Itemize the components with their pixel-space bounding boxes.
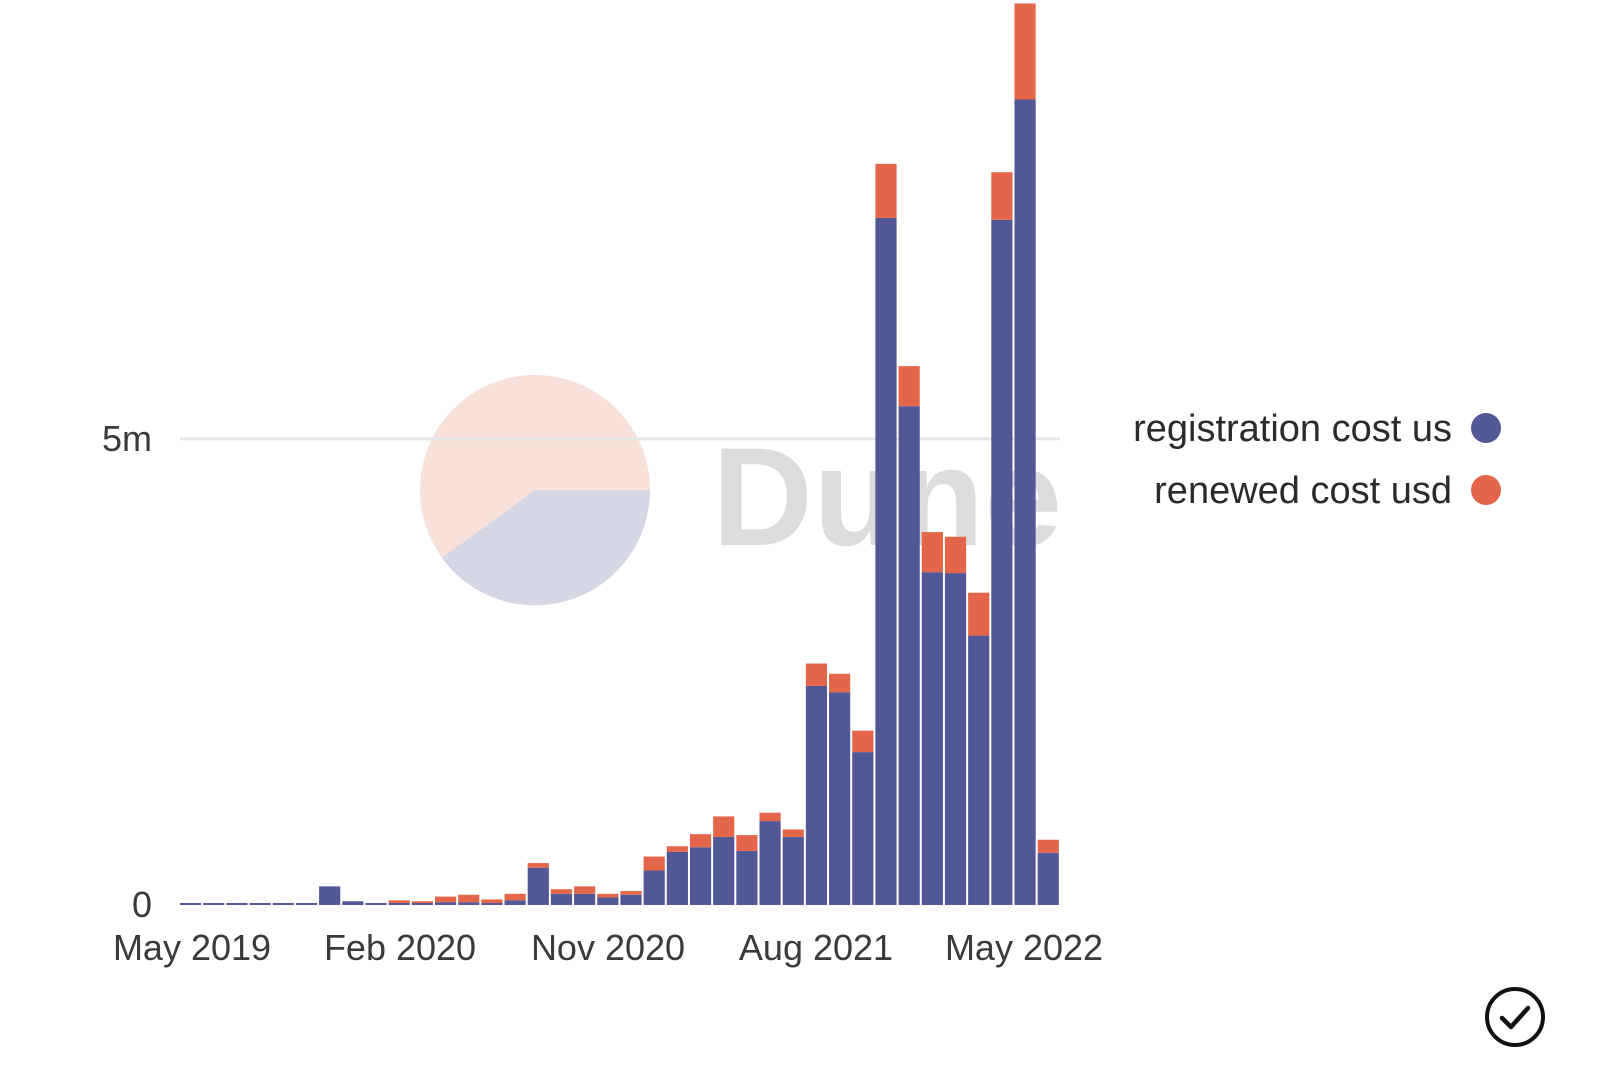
bar-registration-cost[interactable] [736, 850, 758, 905]
bar-registration-cost[interactable] [597, 897, 619, 905]
legend: registration cost us renewed cost usd [1133, 408, 1501, 512]
bar-registration-cost[interactable] [388, 903, 410, 905]
bar-registration-cost[interactable] [411, 903, 433, 905]
bar-registration-cost[interactable] [991, 219, 1013, 905]
bar-registration-cost[interactable] [249, 903, 271, 905]
y-tick-label: 5m [102, 418, 152, 459]
bar-renewed-cost[interactable] [944, 536, 967, 574]
bar-renewed-cost[interactable] [898, 366, 920, 407]
bar-registration-cost[interactable] [944, 573, 967, 905]
x-tick-label: Feb 2020 [324, 927, 476, 968]
bar-registration-cost[interactable] [434, 902, 457, 905]
watermark-pie-slice [442, 490, 651, 606]
bar-renewed-cost[interactable] [991, 172, 1013, 220]
bar-registration-cost[interactable] [713, 836, 735, 905]
bar-registration-cost[interactable] [180, 903, 202, 905]
bar-registration-cost[interactable] [272, 903, 294, 905]
x-tick-label: May 2019 [113, 927, 271, 968]
y-tick-label: 0 [132, 884, 152, 925]
bar-renewed-cost[interactable] [597, 893, 619, 898]
bar-registration-cost[interactable] [852, 752, 874, 905]
bar-renewed-cost[interactable] [968, 592, 990, 636]
bar-renewed-cost[interactable] [759, 812, 781, 822]
bar-renewed-cost[interactable] [527, 863, 549, 868]
bar-renewed-cost[interactable] [1037, 839, 1059, 853]
bar-registration-cost[interactable] [805, 685, 828, 905]
legend-marker[interactable] [1471, 475, 1501, 505]
bar-registration-cost[interactable] [527, 867, 549, 905]
bar-registration-cost[interactable] [203, 903, 225, 905]
bar-registration-cost[interactable] [689, 847, 712, 905]
bar-renewed-cost[interactable] [805, 663, 828, 686]
bar-registration-cost[interactable] [1037, 852, 1059, 905]
bars [180, 3, 1059, 905]
bar-renewed-cost[interactable] [481, 899, 503, 903]
bar-renewed-cost[interactable] [666, 846, 688, 852]
bar-registration-cost[interactable] [226, 903, 248, 905]
bar-renewed-cost[interactable] [574, 886, 596, 894]
bar-registration-cost[interactable] [574, 893, 596, 905]
bar-renewed-cost[interactable] [411, 901, 433, 903]
bar-registration-cost[interactable] [875, 217, 897, 905]
bar-registration-cost[interactable] [458, 902, 480, 905]
bar-renewed-cost[interactable] [388, 900, 410, 903]
bar-renewed-cost[interactable] [504, 893, 526, 901]
bar-renewed-cost[interactable] [550, 889, 573, 894]
x-tick-label: Nov 2020 [531, 927, 685, 968]
bar-renewed-cost[interactable] [713, 816, 735, 837]
bar-registration-cost[interactable] [342, 901, 364, 905]
bar-registration-cost[interactable] [898, 406, 920, 905]
bar-registration-cost[interactable] [295, 903, 318, 905]
bar-registration-cost[interactable] [620, 894, 642, 905]
bar-renewed-cost[interactable] [458, 894, 480, 903]
x-tick-label: May 2022 [945, 927, 1103, 968]
legend-marker[interactable] [1471, 413, 1501, 443]
bar-registration-cost[interactable] [319, 886, 341, 905]
bar-renewed-cost[interactable] [921, 532, 943, 573]
bar-registration-cost[interactable] [921, 572, 943, 905]
bar-renewed-cost[interactable] [643, 856, 665, 871]
bar-renewed-cost[interactable] [736, 835, 758, 851]
bar-registration-cost[interactable] [759, 821, 781, 905]
bar-registration-cost[interactable] [1014, 99, 1036, 906]
bar-registration-cost[interactable] [782, 836, 804, 905]
bar-renewed-cost[interactable] [1014, 3, 1036, 100]
legend-label: registration cost us [1133, 408, 1452, 450]
x-axis-ticks: May 2019 Feb 2020 Nov 2020 Aug 2021 May 2022 [113, 927, 1103, 968]
bar-registration-cost[interactable] [643, 870, 665, 905]
x-tick-label: Aug 2021 [739, 927, 893, 968]
check-circle-icon[interactable] [1485, 987, 1545, 1047]
y-axis-ticks: 0 5m [102, 418, 152, 925]
bar-registration-cost[interactable] [666, 851, 688, 905]
bar-renewed-cost[interactable] [875, 163, 897, 218]
bar-registration-cost[interactable] [968, 635, 990, 905]
bar-renewed-cost[interactable] [852, 730, 874, 753]
bar-registration-cost[interactable] [550, 893, 573, 905]
bar-renewed-cost[interactable] [434, 896, 457, 903]
bar-registration-cost[interactable] [481, 903, 503, 905]
bar-renewed-cost[interactable] [689, 834, 712, 848]
bar-renewed-cost[interactable] [829, 673, 851, 693]
bar-registration-cost[interactable] [365, 903, 387, 905]
legend-label: renewed cost usd [1154, 470, 1452, 512]
bar-registration-cost[interactable] [829, 692, 851, 905]
bar-renewed-cost[interactable] [782, 829, 804, 837]
bar-registration-cost[interactable] [504, 900, 526, 905]
bar-renewed-cost[interactable] [620, 891, 642, 895]
